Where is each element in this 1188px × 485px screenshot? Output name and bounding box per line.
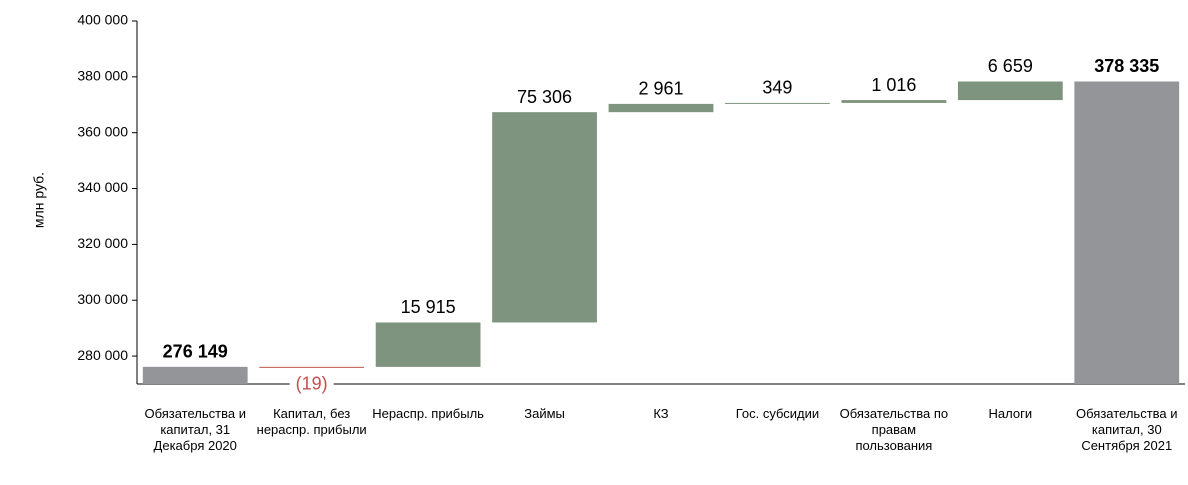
bar: [259, 366, 365, 368]
bar: [725, 102, 830, 104]
y-tick-label: 320 000: [77, 235, 128, 251]
x-tick-label: Налоги: [988, 406, 1033, 421]
value-label: 349: [762, 78, 792, 98]
value-label: 75 306: [517, 87, 572, 107]
bar: [375, 322, 481, 367]
bar: [142, 366, 248, 384]
label-bg: [289, 374, 334, 395]
value-label: 2 961: [638, 79, 683, 99]
value-label: 15 915: [401, 297, 456, 317]
x-tick-label: Гос. субсидии: [735, 406, 820, 421]
x-tick-label: Нераспр. прибыль: [372, 406, 484, 421]
y-tick-label: 340 000: [77, 179, 128, 195]
y-tick-label: 400 000: [77, 12, 128, 28]
y-tick-label: 300 000: [77, 291, 128, 307]
y-tick-label: 380 000: [77, 68, 128, 84]
value-label: (19): [296, 374, 328, 394]
bar: [1074, 81, 1180, 384]
value-label: 1 016: [871, 75, 916, 95]
x-tick-label: Обязательства и капитал, 30 Сентября 202…: [1076, 406, 1178, 453]
bar: [841, 100, 947, 103]
x-tick-label: КЗ: [653, 406, 669, 421]
y-axis-label: млн руб.: [31, 172, 47, 228]
bar: [492, 112, 597, 323]
x-tick-label: Займы: [524, 406, 565, 421]
x-tick-label: Обязательства и капитал, 31 Декабря 2020: [144, 406, 246, 453]
bar: [957, 81, 1063, 101]
x-tick-label: Обязательства по правам пользования: [839, 406, 949, 453]
y-tick-label: 360 000: [77, 123, 128, 139]
value-label: 6 659: [988, 56, 1033, 76]
value-label: 276 149: [163, 342, 228, 362]
bar: [608, 103, 714, 113]
value-label: 378 335: [1094, 56, 1159, 76]
y-tick-label: 280 000: [77, 347, 128, 363]
x-tick-label: Капитал, без нераспр. прибыли: [256, 406, 367, 437]
